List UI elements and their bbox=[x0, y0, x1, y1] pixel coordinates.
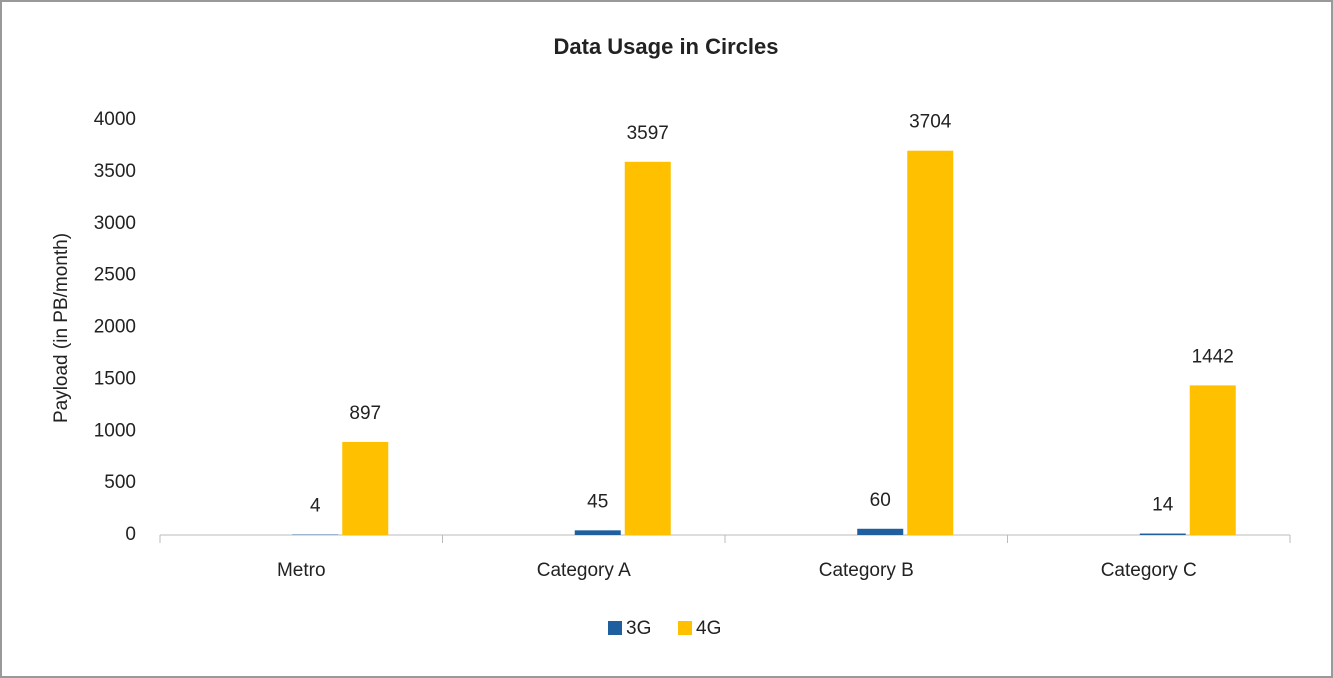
y-tick-label: 3500 bbox=[94, 161, 136, 182]
data-label: 1442 bbox=[1192, 346, 1234, 367]
chart-title: Data Usage in Circles bbox=[554, 34, 779, 59]
bar bbox=[342, 441, 389, 535]
bar bbox=[1189, 385, 1236, 535]
y-tick-label: 4000 bbox=[94, 109, 136, 130]
data-label: 45 bbox=[587, 491, 608, 512]
data-label: 60 bbox=[870, 490, 891, 511]
legend-label: 4G bbox=[696, 618, 721, 639]
y-tick-label: 500 bbox=[104, 472, 136, 493]
bar bbox=[907, 150, 954, 535]
y-tick-label: 0 bbox=[125, 524, 136, 545]
x-tick-label: Metro bbox=[277, 560, 326, 581]
bar bbox=[1139, 533, 1186, 535]
x-tick-label: Category C bbox=[1101, 560, 1197, 581]
data-label: 4 bbox=[310, 496, 321, 517]
y-tick-label: 2500 bbox=[94, 265, 136, 286]
bar bbox=[857, 528, 904, 535]
data-label: 897 bbox=[349, 403, 381, 424]
data-label: 3704 bbox=[909, 112, 952, 133]
legend-swatch bbox=[608, 621, 622, 635]
y-tick-label: 1500 bbox=[94, 368, 136, 389]
y-tick-label: 3000 bbox=[94, 213, 136, 234]
legend-swatch bbox=[678, 621, 692, 635]
y-tick-label: 1000 bbox=[94, 420, 136, 441]
x-tick-label: Category A bbox=[537, 560, 631, 581]
data-label: 14 bbox=[1152, 495, 1174, 516]
legend-label: 3G bbox=[626, 618, 651, 639]
y-axis-label: Payload (in PB/month) bbox=[51, 233, 72, 423]
bar bbox=[624, 161, 671, 535]
y-tick-label: 2000 bbox=[94, 317, 136, 338]
bar bbox=[574, 530, 621, 535]
data-label: 3597 bbox=[627, 123, 669, 144]
x-tick-label: Category B bbox=[819, 560, 914, 581]
